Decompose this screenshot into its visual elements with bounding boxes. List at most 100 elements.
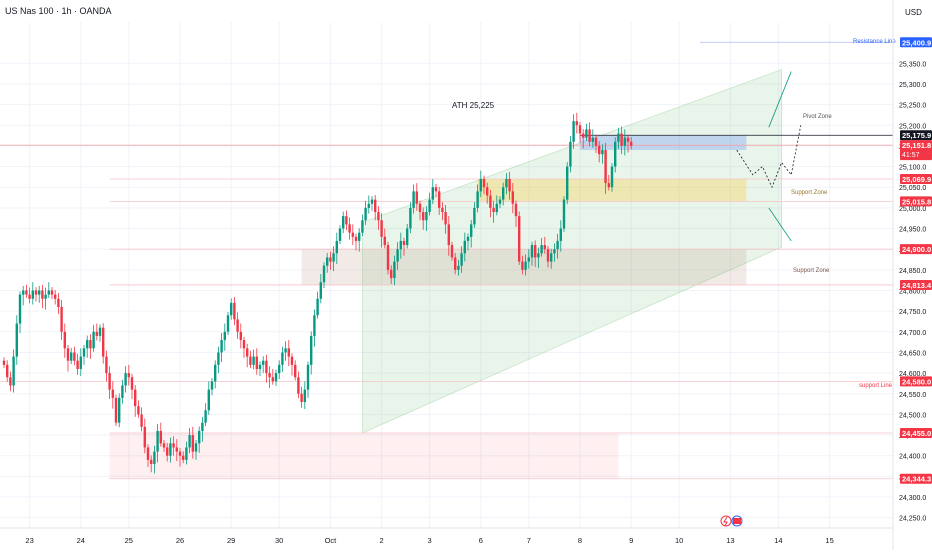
candle[interactable] bbox=[63, 323, 66, 358]
candle[interactable] bbox=[578, 121, 582, 144]
candle[interactable] bbox=[441, 202, 444, 221]
candle[interactable] bbox=[540, 238, 543, 257]
candle[interactable] bbox=[281, 346, 284, 372]
candle[interactable] bbox=[287, 340, 290, 367]
candle[interactable] bbox=[268, 366, 271, 388]
candle[interactable] bbox=[236, 312, 239, 339]
candle[interactable] bbox=[594, 134, 598, 153]
candle[interactable] bbox=[239, 323, 242, 349]
candle[interactable] bbox=[130, 373, 134, 400]
candle[interactable] bbox=[348, 217, 351, 240]
candle[interactable] bbox=[252, 349, 255, 370]
candle[interactable] bbox=[38, 285, 41, 303]
candle[interactable] bbox=[537, 247, 540, 269]
candle[interactable] bbox=[134, 385, 137, 417]
candle[interactable] bbox=[332, 246, 335, 272]
candle[interactable] bbox=[153, 445, 156, 474]
candle[interactable] bbox=[438, 186, 441, 215]
candle[interactable] bbox=[514, 200, 518, 227]
candle[interactable] bbox=[156, 423, 159, 463]
candle[interactable] bbox=[498, 196, 502, 209]
candle[interactable] bbox=[518, 211, 521, 265]
candle[interactable] bbox=[470, 219, 473, 248]
candle[interactable] bbox=[476, 184, 479, 213]
candle[interactable] bbox=[383, 228, 386, 249]
candle[interactable] bbox=[527, 249, 530, 269]
candle[interactable] bbox=[425, 206, 428, 232]
candle[interactable] bbox=[607, 174, 610, 191]
candle[interactable] bbox=[166, 442, 169, 462]
candle[interactable] bbox=[591, 129, 594, 148]
currency-label[interactable]: USD bbox=[905, 8, 922, 17]
event-icons[interactable] bbox=[720, 515, 743, 527]
candle[interactable] bbox=[463, 232, 466, 262]
candle[interactable] bbox=[233, 297, 236, 326]
candle[interactable] bbox=[380, 213, 383, 248]
candle[interactable] bbox=[431, 178, 434, 205]
candle[interactable] bbox=[2, 357, 6, 369]
candle[interactable] bbox=[482, 175, 486, 195]
candle[interactable] bbox=[559, 220, 562, 252]
candle[interactable] bbox=[329, 251, 332, 270]
candle[interactable] bbox=[367, 195, 370, 214]
candle[interactable] bbox=[342, 211, 345, 234]
candle[interactable] bbox=[444, 204, 447, 234]
candle[interactable] bbox=[12, 349, 15, 393]
candle[interactable] bbox=[6, 360, 9, 382]
candle[interactable] bbox=[18, 291, 22, 334]
candle[interactable] bbox=[92, 324, 95, 352]
candle[interactable] bbox=[556, 233, 559, 259]
candle[interactable] bbox=[182, 451, 185, 464]
candle[interactable] bbox=[553, 243, 556, 262]
candle[interactable] bbox=[562, 196, 566, 232]
candle[interactable] bbox=[294, 360, 297, 381]
candle[interactable] bbox=[25, 284, 28, 298]
candle[interactable] bbox=[22, 285, 25, 306]
candle[interactable] bbox=[76, 353, 79, 375]
candle[interactable] bbox=[402, 237, 406, 256]
candle[interactable] bbox=[406, 223, 409, 249]
price-label[interactable]: 24,344.3 bbox=[900, 473, 932, 484]
candle[interactable] bbox=[370, 196, 374, 211]
candle[interactable] bbox=[530, 241, 534, 266]
candle[interactable] bbox=[255, 348, 258, 375]
candle[interactable] bbox=[121, 379, 124, 404]
candle[interactable] bbox=[34, 287, 38, 302]
candle[interactable] bbox=[159, 422, 162, 447]
candle[interactable] bbox=[479, 170, 482, 198]
candle[interactable] bbox=[604, 143, 607, 194]
candle[interactable] bbox=[566, 162, 569, 205]
candle[interactable] bbox=[588, 122, 591, 147]
candle[interactable] bbox=[326, 252, 329, 273]
candle[interactable] bbox=[489, 189, 492, 218]
candle[interactable] bbox=[172, 436, 175, 456]
candle[interactable] bbox=[258, 361, 262, 376]
candle[interactable] bbox=[105, 350, 108, 382]
candle[interactable] bbox=[118, 393, 121, 428]
candle[interactable] bbox=[601, 144, 604, 164]
candle[interactable] bbox=[185, 441, 188, 465]
candle[interactable] bbox=[249, 350, 252, 369]
candle[interactable] bbox=[610, 163, 614, 192]
candle[interactable] bbox=[521, 255, 524, 275]
candle[interactable] bbox=[486, 182, 489, 204]
candle[interactable] bbox=[143, 418, 146, 454]
candle[interactable] bbox=[89, 334, 92, 360]
candle[interactable] bbox=[457, 259, 460, 276]
candle[interactable] bbox=[265, 354, 268, 383]
candle[interactable] bbox=[169, 437, 172, 463]
candle[interactable] bbox=[354, 233, 358, 251]
candle[interactable] bbox=[390, 265, 393, 284]
candle[interactable] bbox=[70, 347, 73, 365]
candle[interactable] bbox=[630, 137, 633, 150]
candle[interactable] bbox=[473, 202, 476, 228]
candle[interactable] bbox=[191, 426, 194, 459]
candle[interactable] bbox=[146, 444, 150, 467]
candle[interactable] bbox=[102, 323, 105, 364]
candle[interactable] bbox=[242, 336, 246, 358]
candle[interactable] bbox=[450, 241, 454, 261]
lightning-icon[interactable] bbox=[720, 515, 732, 527]
candle[interactable] bbox=[572, 114, 575, 149]
candle[interactable] bbox=[300, 386, 303, 408]
candle[interactable] bbox=[447, 216, 450, 256]
